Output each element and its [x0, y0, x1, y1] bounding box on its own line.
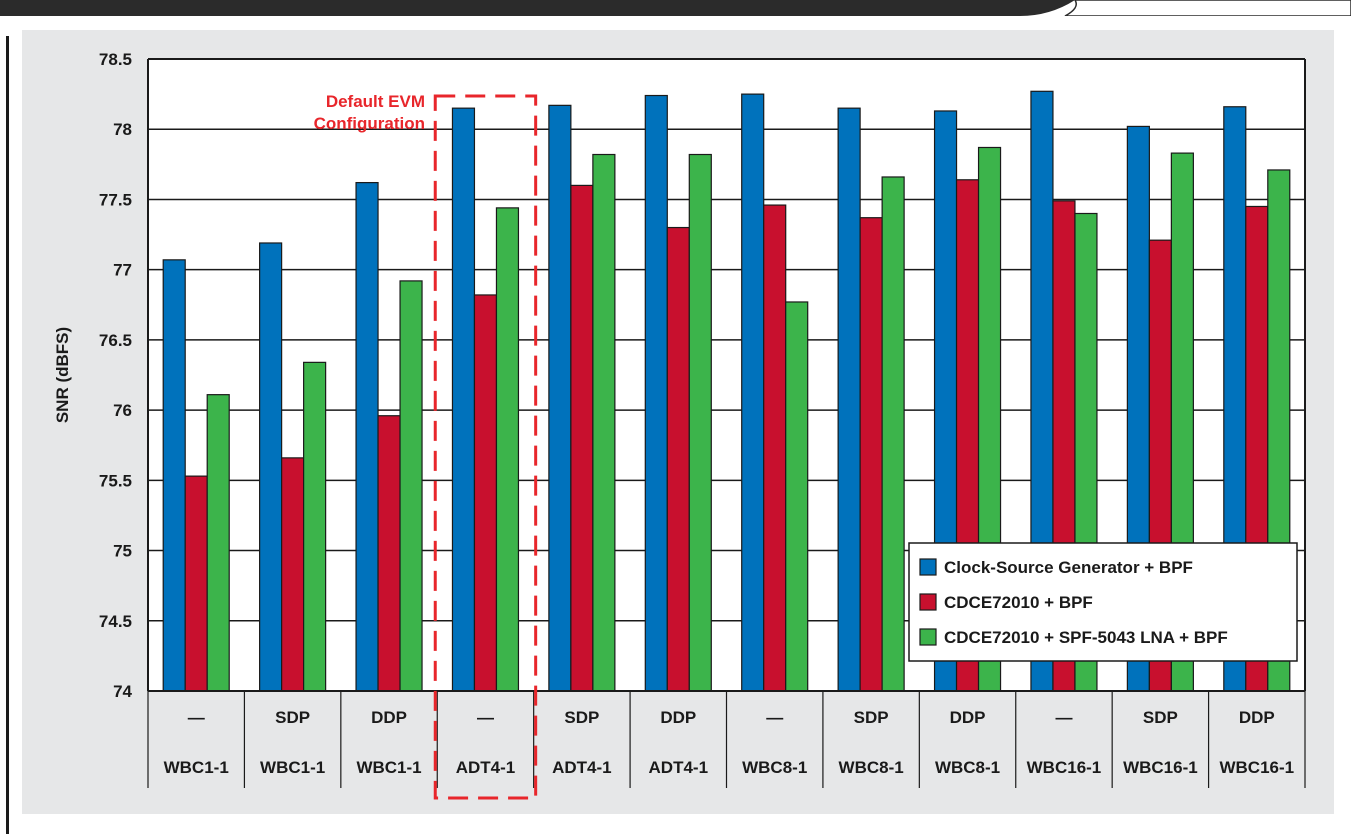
bar-s2-c7	[881, 176, 905, 692]
category-transformer-label-10: WBC16-1	[1123, 758, 1198, 777]
legend-label-0: Clock-Source Generator + BPF	[944, 558, 1193, 577]
y-tick-label-5: 76.5	[99, 331, 132, 350]
category-filter-label-3: —	[477, 708, 494, 727]
y-tick-label-4: 76	[113, 401, 132, 420]
category-transformer-label-8: WBC8-1	[935, 758, 1000, 777]
bar-s1-c5	[666, 226, 690, 692]
bar-s0-c0	[162, 259, 186, 692]
top-header-bar	[0, 0, 1351, 16]
category-filter-label-8: DDP	[950, 708, 986, 727]
category-filter-label-9: —	[1055, 708, 1072, 727]
bar-s1-c7	[859, 217, 883, 692]
bar-s2-c4	[592, 153, 616, 692]
bar-s2-c2	[399, 280, 423, 692]
category-transformer-label-6: WBC8-1	[742, 758, 807, 777]
y-tick-labels: 74 74.5 75 75.5 76 76.5 77 77.5 78 78.5	[99, 50, 133, 701]
bar-s2-c0	[206, 394, 230, 692]
bar-s1-c3	[473, 294, 498, 692]
y-tick-label-1: 74.5	[99, 612, 132, 631]
bar-s2-c6	[785, 301, 809, 692]
bar-s2-c3	[495, 207, 520, 692]
legend-swatch-2	[919, 628, 937, 646]
y-tick-label-7: 77.5	[99, 190, 132, 209]
category-table: — WBC1-1 SDP WBC1-1 DDP WBC1-1 — ADT4-1 SDP ADT4-…	[147, 691, 1306, 788]
category-transformer-label-11: WBC16-1	[1219, 758, 1294, 777]
bar-s0-c5	[644, 94, 668, 692]
category-transformer-label-3: ADT4-1	[456, 758, 516, 777]
bar-s0-c3	[451, 107, 476, 692]
category-transformer-label-0: WBC1-1	[164, 758, 229, 777]
legend-box	[908, 542, 1298, 662]
category-filter-label-7: SDP	[854, 708, 889, 727]
annotation: Default EVM Configuration	[314, 92, 538, 800]
y-tick-label-9: 78.5	[99, 50, 132, 69]
bar-s1-c4	[570, 184, 594, 692]
annotation-text-line-1: Configuration	[314, 114, 425, 133]
y-axis-label: SNR (dBFS)	[53, 327, 72, 423]
y-tick-label-8: 78	[113, 120, 132, 139]
bar-s2-c1	[303, 361, 327, 692]
y-tick-label-2: 75	[113, 542, 132, 561]
category-transformer-label-2: WBC1-1	[356, 758, 421, 777]
left-rule	[6, 36, 9, 834]
bar-s0-c7	[837, 107, 861, 692]
legend-swatch-0	[919, 558, 937, 576]
category-transformer-label-5: ADT4-1	[649, 758, 709, 777]
bar-s0-c2	[355, 181, 379, 692]
annotation-highlight-box	[433, 94, 538, 800]
annotation-text-line-0: Default EVM	[326, 92, 425, 111]
legend-label-2: CDCE72010 + SPF-5043 LNA + BPF	[944, 628, 1228, 647]
category-transformer-label-1: WBC1-1	[260, 758, 325, 777]
bar-s2-c5	[688, 153, 712, 692]
category-transformer-label-4: ADT4-1	[552, 758, 612, 777]
category-filter-label-10: SDP	[1143, 708, 1178, 727]
bar-s0-c4	[548, 104, 572, 692]
category-filter-label-4: SDP	[564, 708, 599, 727]
bar-s1-c0	[184, 475, 208, 692]
y-tick-label-3: 75.5	[99, 471, 132, 490]
legend-swatch-1	[919, 593, 937, 611]
category-transformer-label-7: WBC8-1	[839, 758, 904, 777]
bar-s0-c1	[259, 242, 283, 692]
category-filter-label-0: —	[188, 708, 205, 727]
bar-s1-c1	[281, 457, 305, 692]
category-filter-label-6: —	[766, 708, 783, 727]
category-transformer-label-9: WBC16-1	[1027, 758, 1102, 777]
bar-s1-c6	[763, 204, 787, 692]
legend: Clock-Source Generator + BPF CDCE72010 + …	[908, 542, 1298, 662]
category-filter-label-11: DDP	[1239, 708, 1275, 727]
category-filter-label-5: DDP	[660, 708, 696, 727]
category-filter-label-1: SDP	[275, 708, 310, 727]
bar-s1-c2	[377, 415, 401, 692]
y-tick-label-6: 77	[113, 261, 132, 280]
category-filter-label-2: DDP	[371, 708, 407, 727]
bar-s0-c6	[741, 93, 765, 692]
y-tick-label-0: 74	[113, 682, 132, 701]
legend-label-1: CDCE72010 + BPF	[944, 593, 1093, 612]
